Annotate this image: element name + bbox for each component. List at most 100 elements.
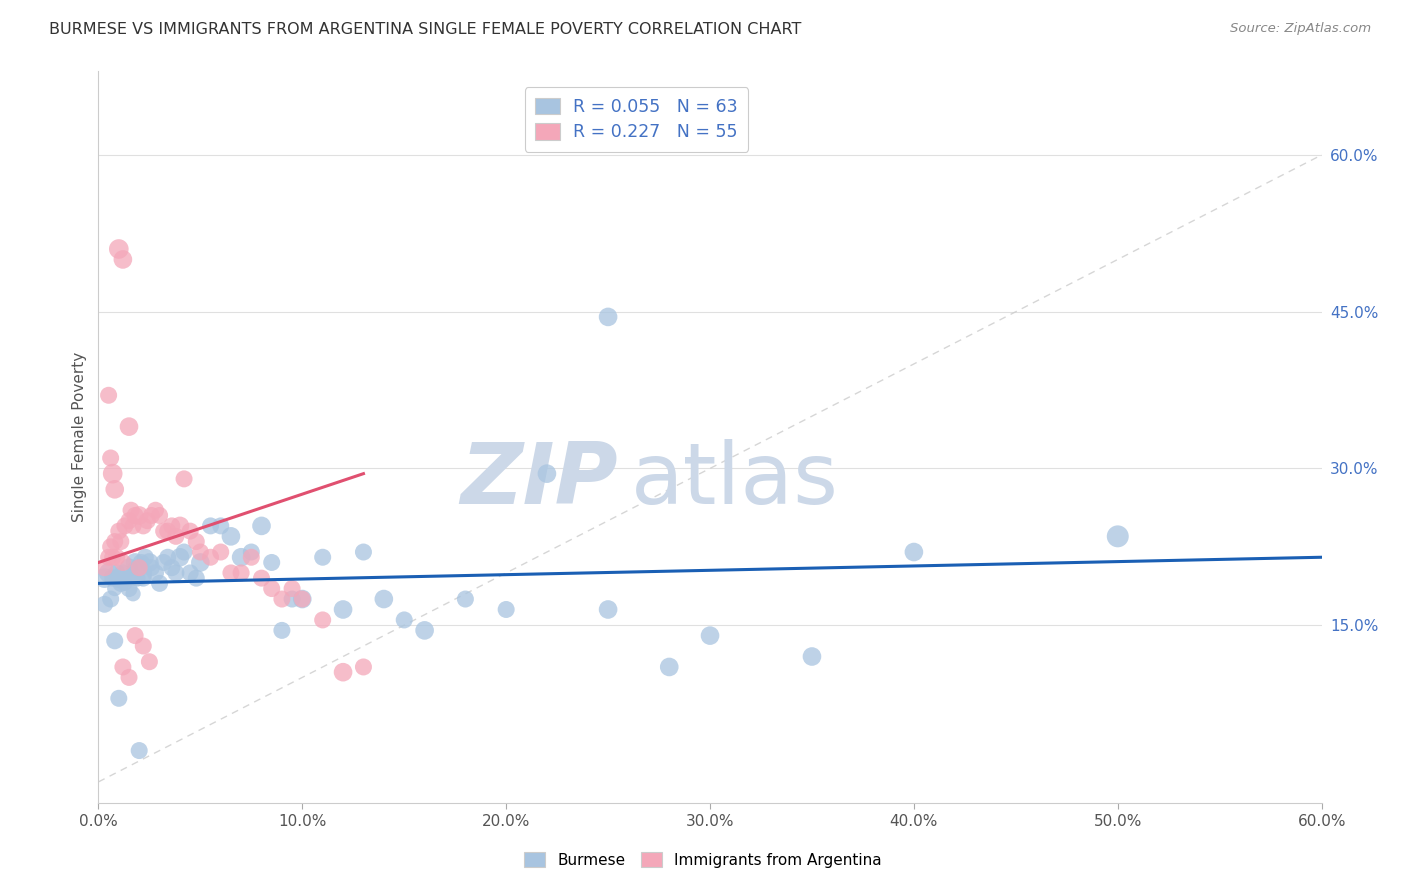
Point [110,576,132,591]
Point [495,602,517,616]
Point [132,571,155,585]
Point [97,388,120,402]
Point [134,550,156,565]
Point [118,514,141,528]
Point [173,472,195,486]
Point [392,613,416,627]
Point [598,602,620,616]
Point [291,592,314,607]
Point [186,534,208,549]
Point [129,556,152,570]
Point [136,514,159,528]
Text: Source: ZipAtlas.com: Source: ZipAtlas.com [1230,22,1371,36]
Point [260,556,283,570]
Point [903,545,925,559]
Point [101,550,124,565]
Point [281,582,304,596]
Point [598,310,620,324]
Point [127,571,149,585]
Point [165,566,187,580]
Point [141,560,163,574]
Point [200,550,222,565]
Point [118,560,141,574]
Point [231,550,253,565]
Point [132,639,155,653]
Point [160,560,183,574]
Point [122,587,145,601]
Point [250,571,273,585]
Point [124,629,146,643]
Point [118,670,141,684]
Point [179,524,201,538]
Point [100,592,122,607]
Point [120,571,142,585]
Point [111,252,134,267]
Point [352,545,374,559]
Point [101,571,124,585]
Point [145,503,167,517]
Point [209,545,232,559]
Point [240,550,263,565]
Point [118,582,141,596]
Point [332,602,354,616]
Point [108,242,131,256]
Text: ZIP: ZIP [461,440,619,523]
Point [149,576,172,591]
Point [270,624,294,638]
Point [105,550,128,565]
Point [179,566,201,580]
Point [658,660,681,674]
Point [122,519,145,533]
Point [120,503,142,517]
Y-axis label: Single Female Poverty: Single Female Poverty [72,352,87,522]
Point [111,556,134,570]
Point [219,566,242,580]
Point [149,508,172,523]
Point [114,519,136,533]
Point [110,534,132,549]
Point [200,519,222,533]
Legend: R = 0.055   N = 63, R = 0.227   N = 55: R = 0.055 N = 63, R = 0.227 N = 55 [524,87,748,152]
Point [108,691,131,706]
Point [312,613,335,627]
Point [240,545,263,559]
Point [128,566,150,580]
Point [332,665,354,680]
Point [124,556,146,570]
Point [454,592,477,607]
Point [104,633,127,648]
Point [128,743,150,757]
Point [413,624,436,638]
Point [260,582,283,596]
Point [270,592,294,607]
Point [231,566,253,580]
Point [101,467,124,481]
Point [104,582,127,596]
Point [312,550,335,565]
Point [111,660,134,674]
Point [141,508,163,523]
Point [156,550,179,565]
Point [152,524,174,538]
Point [93,560,115,574]
Point [114,576,136,591]
Point [100,540,122,554]
Legend: Burmese, Immigrants from Argentina: Burmese, Immigrants from Argentina [517,846,889,873]
Point [145,566,167,580]
Point [138,556,160,570]
Text: atlas: atlas [630,440,838,523]
Point [801,649,824,664]
Point [93,597,115,611]
Point [104,483,127,497]
Point [373,592,395,607]
Point [118,419,141,434]
Point [105,566,128,580]
Point [173,545,195,559]
Point [219,529,242,543]
Point [250,519,273,533]
Point [169,519,191,533]
Point [165,529,187,543]
Point [132,519,155,533]
Text: BURMESE VS IMMIGRANTS FROM ARGENTINA SINGLE FEMALE POVERTY CORRELATION CHART: BURMESE VS IMMIGRANTS FROM ARGENTINA SIN… [49,22,801,37]
Point [97,566,120,580]
